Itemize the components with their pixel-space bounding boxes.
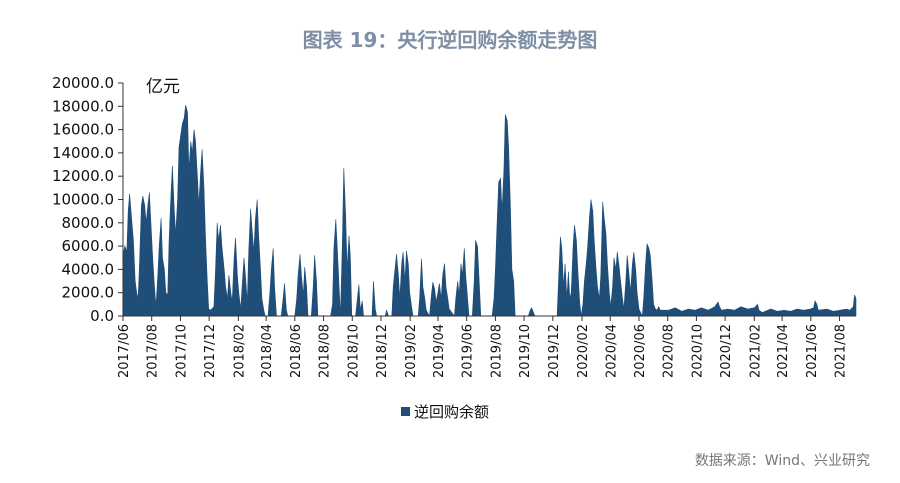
y-tick-label: 4000.0 bbox=[62, 260, 115, 278]
x-tick-label: 2019/08 bbox=[489, 324, 504, 378]
y-tick-label: 14000.0 bbox=[52, 144, 114, 162]
x-tick-label: 2019/04 bbox=[432, 324, 447, 378]
x-tick-label: 2020/02 bbox=[576, 324, 591, 378]
x-tick-label: 2018/06 bbox=[289, 324, 304, 378]
x-tick-label: 2020/04 bbox=[604, 324, 619, 378]
source-note: 数据来源：Wind、兴业研究 bbox=[694, 453, 870, 469]
x-tick-label: 2020/12 bbox=[719, 324, 734, 378]
x-tick-label: 2018/04 bbox=[260, 324, 275, 378]
legend-label: 逆回购余额 bbox=[414, 403, 489, 421]
x-tick-label: 2017/12 bbox=[203, 324, 218, 378]
x-tick-label: 2020/06 bbox=[633, 324, 648, 378]
y-tick-label: 12000.0 bbox=[52, 167, 114, 185]
x-tick-label: 2018/08 bbox=[318, 324, 333, 378]
legend-swatch bbox=[401, 407, 410, 416]
x-tick-label: 2020/10 bbox=[690, 324, 705, 378]
y-tick-label: 8000.0 bbox=[62, 214, 115, 232]
x-tick-label: 2020/08 bbox=[662, 324, 677, 378]
x-tick-label: 2019/10 bbox=[518, 324, 533, 378]
x-tick-label: 2019/12 bbox=[547, 324, 562, 378]
y-axis: 0.0 2000.0 4000.0 6000.0 8000.0 10000.0 12000.… bbox=[52, 74, 123, 325]
x-axis: 2017/06 2017/08 2017/10 2017/12 2018/02 2018/… bbox=[117, 316, 849, 378]
x-tick-label: 2021/04 bbox=[776, 324, 791, 378]
chart-title: 图表 19：央行逆回购余额走势图 bbox=[302, 28, 598, 52]
y-tick-label: 18000.0 bbox=[52, 97, 114, 115]
x-tick-label: 2019/02 bbox=[404, 324, 419, 378]
y-tick-label: 10000.0 bbox=[52, 191, 114, 209]
x-tick-label: 2021/08 bbox=[834, 324, 849, 378]
legend: 逆回购余额 bbox=[401, 403, 489, 421]
x-tick-label: 2018/12 bbox=[375, 324, 390, 378]
y-tick-label: 6000.0 bbox=[62, 237, 115, 255]
x-tick-label: 2018/02 bbox=[232, 324, 247, 378]
x-tick-label: 2019/06 bbox=[461, 324, 476, 378]
unit-label: 亿元 bbox=[146, 77, 180, 97]
x-tick-label: 2021/06 bbox=[805, 324, 820, 378]
series-area-reverse-repo-balance bbox=[122, 105, 857, 318]
y-tick-label: 0.0 bbox=[90, 307, 114, 325]
y-tick-label: 2000.0 bbox=[62, 284, 115, 302]
x-tick-label: 2021/02 bbox=[748, 324, 763, 378]
x-tick-label: 2017/10 bbox=[174, 324, 189, 378]
x-tick-label: 2017/06 bbox=[117, 324, 132, 378]
x-tick-label: 2017/08 bbox=[146, 324, 161, 378]
x-tick-label: 2018/10 bbox=[346, 324, 361, 378]
y-tick-label: 16000.0 bbox=[52, 121, 114, 139]
y-tick-label: 20000.0 bbox=[52, 74, 114, 92]
